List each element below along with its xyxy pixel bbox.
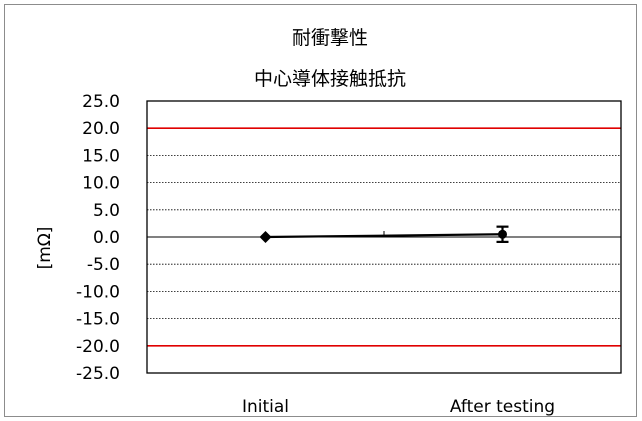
series-line [265, 233, 503, 239]
data-point-circle [498, 229, 507, 239]
chart-title: 耐衝撃性 [292, 27, 368, 49]
x-tick-label: After testing [450, 397, 555, 417]
data-point-diamond [259, 231, 272, 243]
plot-area: 25.0 20.0 15.0 10.0 5.0 0.0 -5.0 -10.0 -15.0 -20.… [76, 92, 622, 417]
x-tick-label: Initial [242, 397, 289, 417]
y-axis-label: [mΩ] [35, 227, 55, 270]
chart-frame [4, 4, 637, 417]
y-tick-label: 10.0 [82, 174, 120, 194]
y-tick-label: 20.0 [82, 119, 120, 139]
y-tick-label: -10.0 [76, 282, 120, 302]
y-tick-label: -5.0 [87, 255, 120, 275]
chart-subtitle: 中心導体接触抵抗 [254, 68, 406, 90]
plot-border [146, 100, 622, 374]
y-tick-label: 0.0 [93, 228, 120, 248]
y-tick-label: -15.0 [76, 310, 120, 330]
y-tick-label: 15.0 [82, 146, 120, 166]
y-tick-label: 5.0 [93, 201, 120, 221]
y-tick-label: -20.0 [76, 337, 120, 357]
y-tick-label: 25.0 [82, 92, 120, 112]
y-tick-label: -25.0 [76, 364, 120, 384]
